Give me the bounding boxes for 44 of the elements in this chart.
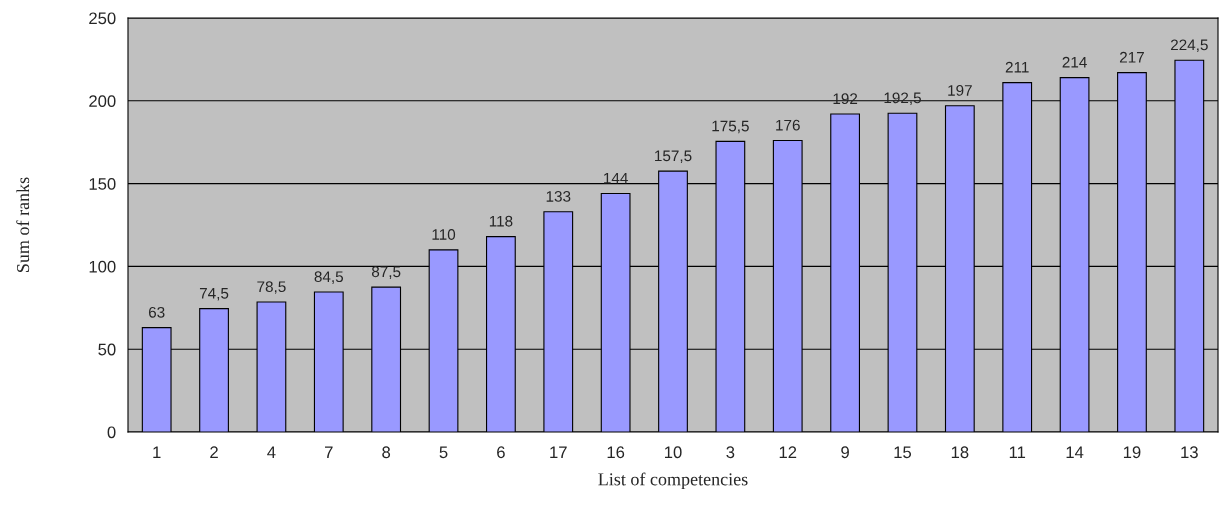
y-tick-label: 250: [89, 12, 116, 25]
data-label: 133: [546, 190, 571, 202]
data-label: 63: [148, 306, 165, 318]
data-label: 217: [1119, 51, 1144, 63]
x-axis-title: List of competencies: [598, 472, 748, 490]
data-label: 197: [948, 84, 972, 96]
x-tick-label: 19: [1123, 446, 1141, 459]
x-tick-label: 6: [497, 446, 505, 459]
data-label: 87,5: [371, 266, 401, 279]
y-tick-label: 0: [107, 426, 116, 439]
x-tick-label: 9: [841, 446, 849, 459]
x-tick-label: 4: [267, 446, 276, 458]
y-tick-label: 100: [89, 260, 116, 273]
data-label: 214: [1062, 56, 1087, 68]
x-tick-label: 8: [382, 446, 391, 459]
x-tick-label: 2: [210, 446, 218, 458]
data-label: 84,5: [314, 271, 344, 284]
data-label: 176: [776, 119, 800, 131]
x-tick-label: 14: [1066, 446, 1084, 458]
x-tick-label: 1: [153, 446, 161, 458]
x-tick-label: 15: [894, 446, 912, 459]
x-tick-label: 18: [951, 446, 969, 459]
y-tick-label: 50: [98, 343, 116, 356]
x-tick-label: 10: [665, 446, 682, 459]
data-label: 211: [1005, 61, 1029, 73]
y-axis-title: Sum of ranks: [16, 177, 30, 272]
data-label: 175,5: [712, 120, 749, 134]
y-tick-label: 150: [89, 178, 116, 190]
data-label: 110: [432, 229, 456, 240]
x-tick-label: 5: [439, 446, 448, 459]
x-tick-label: 3: [726, 446, 735, 459]
x-tick-label: 13: [1181, 446, 1198, 459]
x-tick-label: 7: [325, 446, 333, 458]
x-tick-label: 16: [607, 446, 625, 459]
x-tick-label: 11: [1009, 446, 1026, 458]
data-label: 224,5: [1170, 39, 1208, 53]
data-label: 144: [604, 172, 628, 184]
x-tick-label: 12: [779, 446, 797, 458]
y-tick-label: 200: [89, 95, 116, 107]
data-label: 78,5: [257, 281, 286, 294]
data-label: 74,5: [199, 288, 229, 301]
data-label: 118: [489, 215, 513, 227]
data-label: 157,5: [655, 150, 692, 164]
x-tick-label: 17: [550, 446, 567, 458]
